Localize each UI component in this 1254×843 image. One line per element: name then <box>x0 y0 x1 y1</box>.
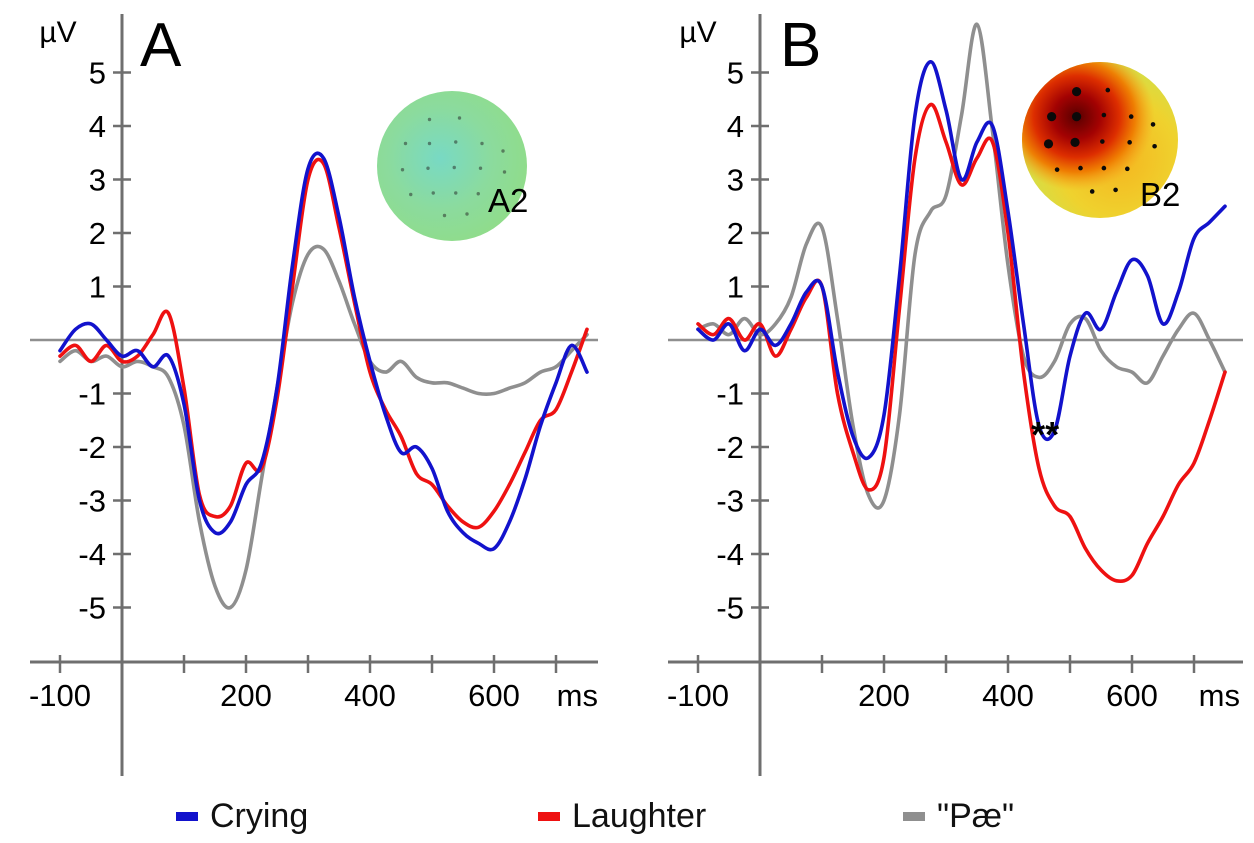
y-tick-label: 1 <box>89 270 106 305</box>
electrode-dot <box>403 141 408 146</box>
electrode-dot <box>1125 166 1130 172</box>
pae-label: "Pæ" <box>937 797 1015 835</box>
topomap-a <box>377 91 527 241</box>
electrode-dot <box>1054 167 1060 172</box>
pae-line-swatch <box>903 811 925 821</box>
y-tick-label: 3 <box>89 163 106 198</box>
crying-label: Crying <box>210 797 309 835</box>
y-tick-label: -3 <box>78 484 106 519</box>
electrode-dot <box>427 117 432 122</box>
y-tick-label: -5 <box>716 591 744 626</box>
panel-B: -100 200 400 600 ms 5 4 3 2 1 -1 -2 -3 -4 -5 µV B B2 ** <box>667 11 1243 776</box>
electrode-dot <box>400 168 405 172</box>
y-axis-unit-label: µV <box>679 16 716 49</box>
significant-electrode-dot <box>1072 112 1082 122</box>
topomap-inset <box>377 91 527 241</box>
laughter-line-swatch <box>538 811 560 821</box>
inset-label: A2 <box>488 182 528 219</box>
waveform-crying <box>696 59 1227 461</box>
waveform-laughter <box>696 102 1227 583</box>
electrode-dot <box>1078 165 1083 171</box>
electrode-dot <box>457 116 462 120</box>
waveform-p <box>696 22 1227 510</box>
y-tick-label: -4 <box>716 537 744 572</box>
x-tick-label: -100 <box>667 678 729 713</box>
x-tick-label: 200 <box>858 678 910 713</box>
significance-annotation: ** <box>1031 414 1059 455</box>
electrode-dot <box>454 191 458 195</box>
crying-line-swatch <box>176 811 198 821</box>
significant-electrode-dot <box>1070 137 1080 147</box>
y-tick-label: 5 <box>727 56 744 91</box>
electrode-dot <box>1101 165 1107 171</box>
y-axis-unit-label: µV <box>39 16 76 49</box>
electrode-dot <box>1128 114 1134 119</box>
significant-electrode-dot <box>1047 112 1057 122</box>
legend-item-laughter: Laughter <box>538 799 706 833</box>
x-tick-label: 600 <box>468 678 520 713</box>
waveform-laughter <box>58 157 589 530</box>
waveform-crying <box>58 151 589 552</box>
electrode-dot <box>1100 139 1105 144</box>
electrode-dot <box>409 192 413 197</box>
y-tick-label: 3 <box>727 163 744 198</box>
y-tick-label: -1 <box>78 377 106 412</box>
electrode-dot <box>454 140 458 144</box>
legend: Crying Laughter "Pæ" <box>0 795 1254 843</box>
electrode-dot <box>478 166 483 170</box>
x-tick-label: 600 <box>1106 678 1158 713</box>
electrode-dot <box>1150 122 1156 127</box>
y-tick-label: -3 <box>716 484 744 519</box>
x-axis-unit-label: ms <box>557 678 598 713</box>
laughter-label: Laughter <box>572 797 707 835</box>
legend-item-crying: Crying <box>176 799 308 833</box>
electrode-dot <box>501 149 505 153</box>
electrode-dot <box>1105 87 1111 93</box>
waveform-p <box>58 244 589 610</box>
panel-letter: B <box>780 11 821 80</box>
electrode-dot <box>1089 189 1095 194</box>
x-tick-label: 400 <box>982 678 1034 713</box>
y-tick-label: 4 <box>89 109 106 144</box>
y-tick-label: 2 <box>89 216 106 251</box>
x-tick-label: 400 <box>344 678 396 713</box>
electrode-dot <box>465 212 469 216</box>
electrode-dot <box>426 166 430 170</box>
electrode-dot <box>442 213 447 218</box>
y-tick-label: 4 <box>727 109 744 144</box>
erp-panels-svg: -100 200 400 600 ms 5 4 3 2 1 -1 -2 -3 -4 -5 µV A A2 -100 2… <box>29 11 1243 776</box>
y-tick-label: 1 <box>727 270 744 305</box>
electrode-dot <box>480 141 484 146</box>
electrode-dot <box>1127 140 1132 145</box>
electrode-dot <box>431 191 435 195</box>
electrode-dot <box>452 165 456 170</box>
panel-A: -100 200 400 600 ms 5 4 3 2 1 -1 -2 -3 -4 -5 µV A A2 <box>29 11 598 776</box>
y-tick-label: 5 <box>89 56 106 91</box>
significant-electrode-dot <box>1072 87 1082 97</box>
panel-letter: A <box>140 11 182 80</box>
electrode-dot <box>1113 187 1118 193</box>
y-tick-label: -4 <box>78 537 106 572</box>
y-tick-label: -2 <box>78 430 106 465</box>
electrode-dot <box>476 192 480 196</box>
electrode-dot <box>1152 143 1157 149</box>
y-tick-label: 2 <box>727 216 744 251</box>
electrode-dot <box>427 141 432 146</box>
y-tick-label: -2 <box>716 430 744 465</box>
significant-electrode-dot <box>1043 139 1054 149</box>
x-tick-label: 200 <box>220 678 272 713</box>
electrode-dot <box>502 170 507 174</box>
inset-label: B2 <box>1140 176 1180 213</box>
y-tick-label: -1 <box>716 377 744 412</box>
legend-item-pae: "Pæ" <box>903 799 1014 833</box>
x-axis-unit-label: ms <box>1199 678 1240 713</box>
electrode-dot <box>1101 112 1107 118</box>
x-tick-label: -100 <box>29 678 91 713</box>
y-tick-label: -5 <box>78 591 106 626</box>
